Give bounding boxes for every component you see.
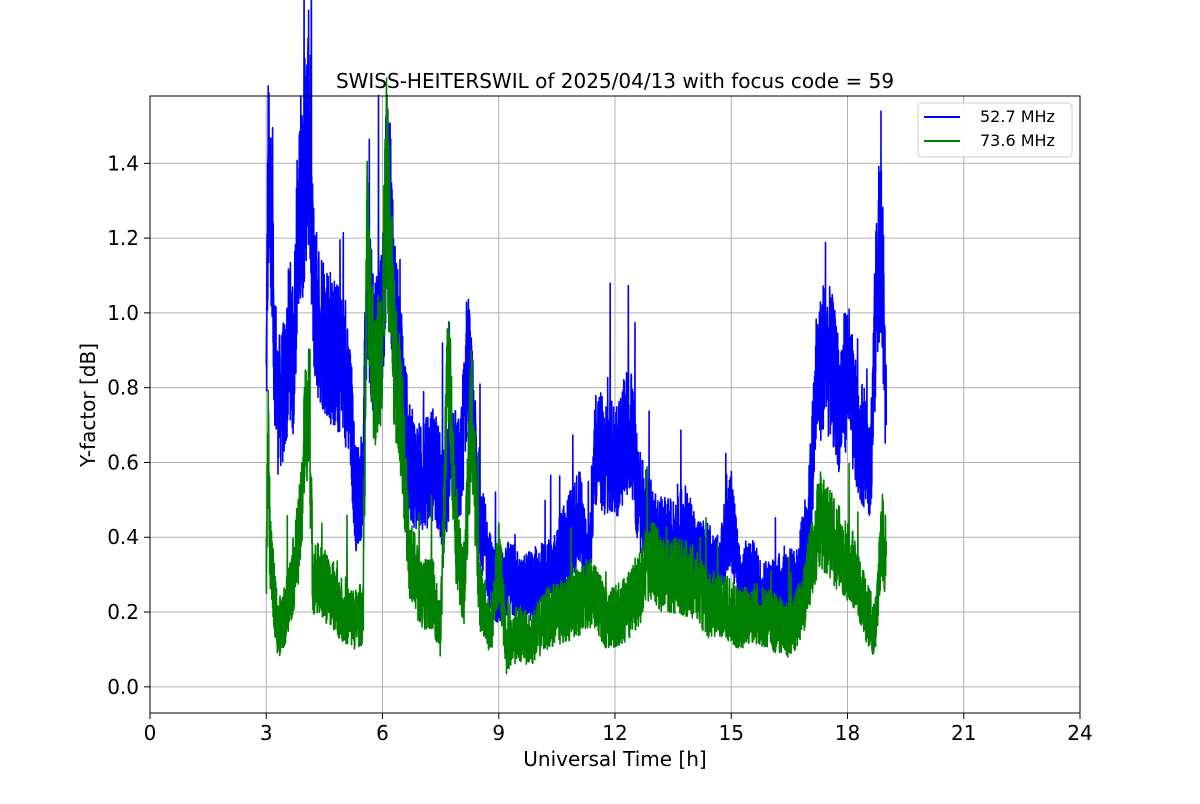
y-tick-label: 1.2	[107, 226, 139, 250]
y-axis-label: Y-factor [dB]	[76, 343, 100, 468]
x-tick-label: 18	[835, 721, 860, 745]
legend: 52.7 MHz 73.6 MHz	[917, 102, 1073, 158]
x-tick-label: 12	[602, 721, 627, 745]
series-line-0	[265, 0, 888, 629]
x-tick-label: 0	[144, 721, 157, 745]
x-tick-label: 6	[376, 721, 389, 745]
y-tick-label: 0.4	[107, 525, 139, 549]
chart-title: SWISS-HEITERSWIL of 2025/04/13 with focu…	[336, 69, 894, 93]
y-tick-label: 1.4	[107, 151, 139, 175]
legend-label-73-6: 73.6 MHz	[980, 131, 1055, 150]
x-tick-label: 21	[951, 721, 976, 745]
x-tick-label: 24	[1067, 721, 1092, 745]
y-tick-label: 1.0	[107, 301, 139, 325]
y-tick-label: 0.2	[107, 600, 139, 624]
y-tick-label: 0.0	[107, 675, 139, 699]
series-line-1	[265, 77, 888, 675]
x-tick-label: 9	[492, 721, 505, 745]
x-tick-label: 15	[719, 721, 744, 745]
x-axis-ticks: 0 3 6 9 12 15 18 21 24	[144, 713, 1093, 745]
y-tick-label: 0.6	[107, 450, 139, 474]
x-axis-label: Universal Time [h]	[523, 747, 706, 771]
y-tick-label: 0.8	[107, 376, 139, 400]
y-axis-ticks: 0.0 0.2 0.4 0.6 0.8 1.0 1.2 1.4	[107, 151, 150, 699]
x-tick-label: 3	[260, 721, 273, 745]
series-layer	[265, 0, 888, 675]
legend-label-52-7: 52.7 MHz	[980, 107, 1055, 126]
